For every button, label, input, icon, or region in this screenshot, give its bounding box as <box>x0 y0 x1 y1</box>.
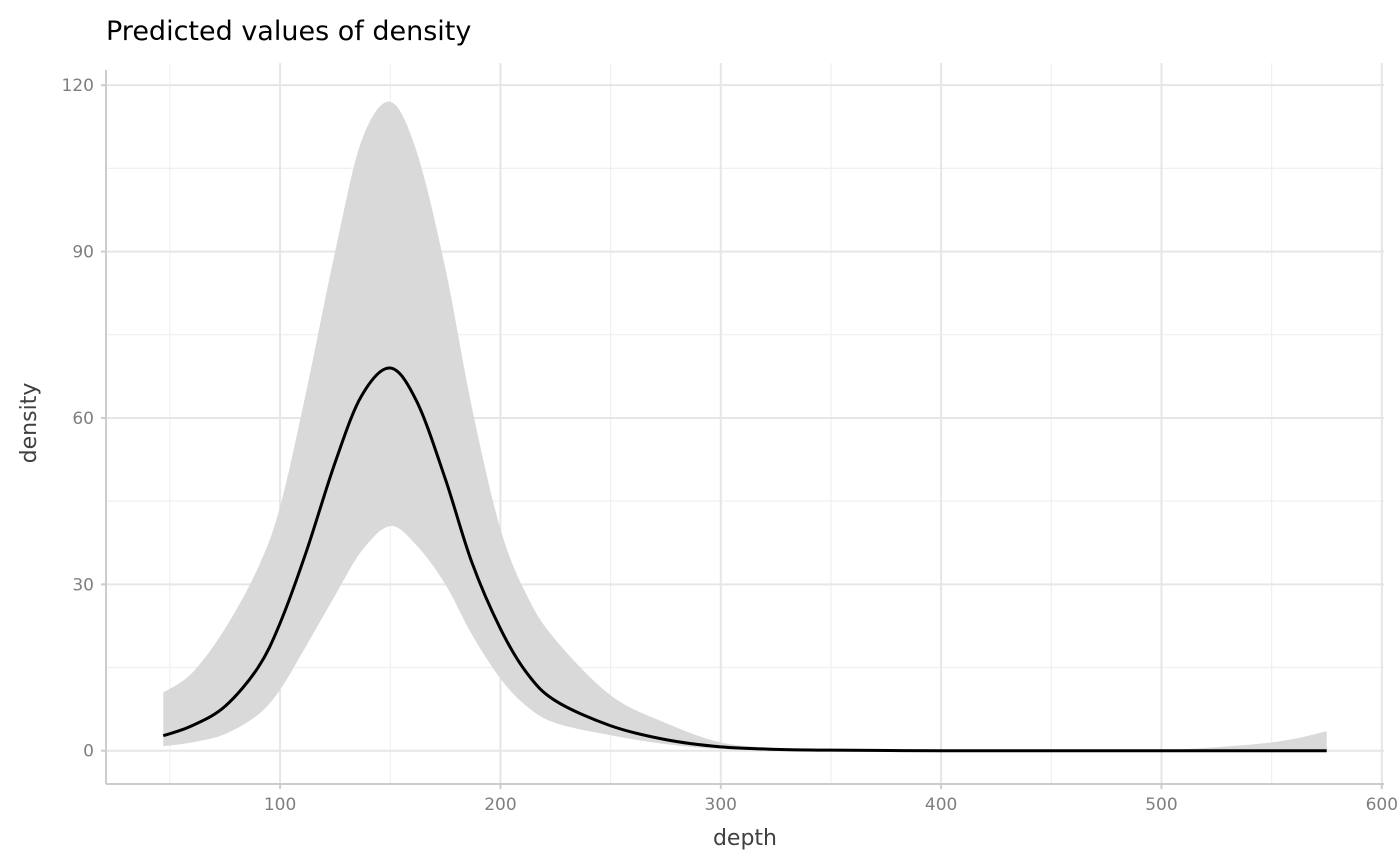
confidence-ribbon <box>163 101 1327 751</box>
x-tick-label: 600 <box>1366 795 1398 815</box>
axes: 100 200 300 400 500 600 0 30 60 90 120 <box>62 70 1398 815</box>
predicted-line <box>162 366 1327 753</box>
confidence-band <box>163 101 1327 751</box>
x-axis-title: depth <box>713 826 777 851</box>
y-tick-label: 90 <box>72 243 94 263</box>
y-tick-label: 120 <box>62 76 94 96</box>
y-axis-title: density <box>17 383 42 464</box>
chart-title: Predicted values of density <box>106 16 471 47</box>
x-tick-label: 500 <box>1145 795 1177 815</box>
gridlines <box>106 63 1384 784</box>
x-tick-label: 400 <box>925 795 957 815</box>
y-tick-label: 0 <box>83 742 94 762</box>
y-tick-label: 30 <box>72 575 94 595</box>
series-lines <box>162 366 1327 753</box>
y-tick-label: 60 <box>72 409 94 429</box>
x-tick-label: 200 <box>484 795 516 815</box>
x-tick-label: 100 <box>264 795 296 815</box>
x-tick-label: 300 <box>705 795 737 815</box>
